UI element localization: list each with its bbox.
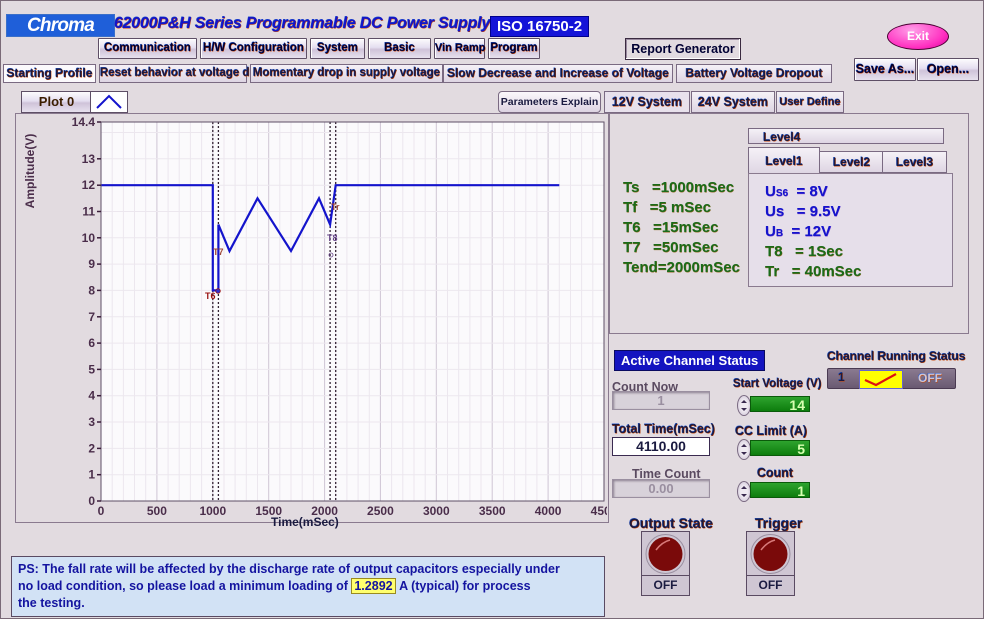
svg-text:1000: 1000 — [199, 504, 226, 518]
svg-text:11: 11 — [82, 205, 95, 219]
svg-text:0: 0 — [98, 504, 105, 518]
svg-text:14.4: 14.4 — [72, 115, 96, 129]
svg-text:2: 2 — [88, 441, 95, 455]
svg-text:2000: 2000 — [311, 504, 338, 518]
svg-text:4: 4 — [88, 389, 95, 403]
svg-text:3500: 3500 — [479, 504, 506, 518]
svg-text:3000: 3000 — [423, 504, 450, 518]
svg-text:4500: 4500 — [591, 504, 607, 518]
svg-text:5: 5 — [88, 362, 95, 376]
svg-text:T7: T7 — [213, 247, 224, 257]
svg-text:7: 7 — [88, 310, 95, 324]
svg-text:6: 6 — [88, 336, 95, 350]
svg-text:1: 1 — [88, 468, 95, 482]
svg-text:500: 500 — [147, 504, 167, 518]
svg-text:3: 3 — [88, 415, 95, 429]
svg-text:9: 9 — [88, 257, 95, 271]
svg-text:1500: 1500 — [255, 504, 282, 518]
svg-text:T8: T8 — [327, 233, 338, 243]
svg-text:Tr: Tr — [331, 202, 340, 212]
svg-text:2500: 2500 — [367, 504, 394, 518]
svg-text:T6: T6 — [205, 291, 216, 301]
svg-text:10: 10 — [82, 231, 96, 245]
svg-text:4000: 4000 — [535, 504, 562, 518]
svg-text:12: 12 — [82, 178, 96, 192]
svg-text:13: 13 — [82, 152, 96, 166]
svg-text:8: 8 — [88, 283, 95, 297]
svg-text:0: 0 — [88, 494, 95, 508]
